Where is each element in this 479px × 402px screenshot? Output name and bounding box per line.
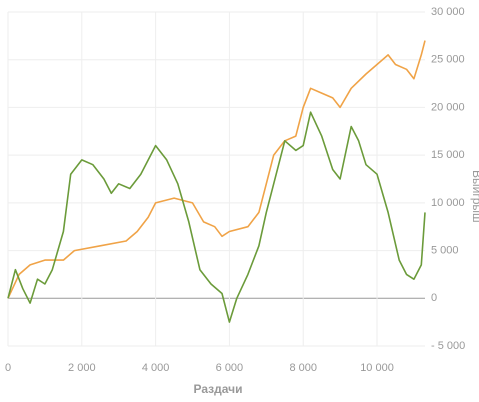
x-tick-label: 10 000 — [360, 362, 394, 374]
series-line — [7, 111, 426, 323]
y-tick-label: 25 000 — [431, 54, 465, 66]
y-tick-label: 30 000 — [431, 6, 465, 18]
x-axis-title: Раздачи — [194, 382, 243, 396]
x-tick-label: 0 — [5, 362, 11, 374]
y-tick-label: 0 — [431, 292, 437, 304]
x-tick-label: 4 000 — [142, 362, 170, 374]
y-axis-title: Выигрыш — [470, 170, 479, 223]
y-tick-label: 20 000 — [431, 101, 465, 113]
y-tick-label: 10 000 — [431, 197, 465, 209]
y-tick-label: - 5 000 — [431, 340, 465, 352]
y-tick-label: 5 000 — [431, 244, 459, 256]
x-tick-label: 8 000 — [289, 362, 317, 374]
x-tick-label: 2 000 — [68, 362, 96, 374]
x-tick-label: 6 000 — [216, 362, 244, 374]
series-line — [7, 40, 426, 299]
y-tick-label: 15 000 — [431, 149, 465, 161]
